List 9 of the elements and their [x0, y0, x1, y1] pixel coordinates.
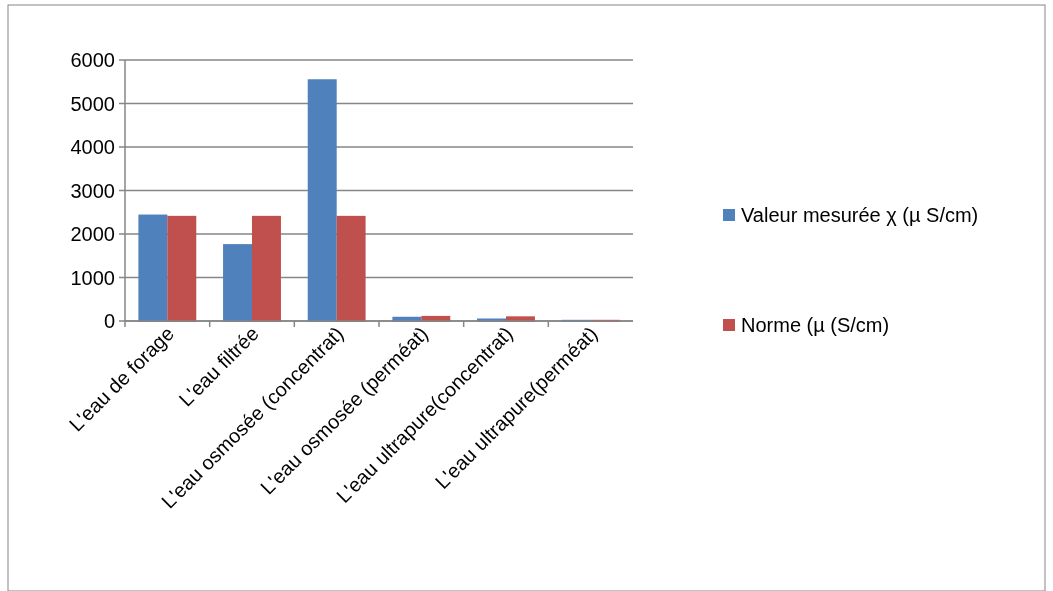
y-tick-label: 4000 [70, 136, 115, 158]
y-tick-label: 3000 [70, 179, 115, 202]
y-tick-label: 1000 [70, 266, 115, 289]
y-tick-label: 5000 [70, 92, 115, 115]
y-tick-label: 6000 [70, 49, 115, 71]
legend-label: Valeur mesurée χ (µ S/cm) [741, 204, 979, 226]
y-tick-label: 0 [103, 310, 115, 332]
legend-label: Norme (µ (S/cm) [741, 314, 890, 336]
y-tick-label: 2000 [70, 223, 115, 245]
